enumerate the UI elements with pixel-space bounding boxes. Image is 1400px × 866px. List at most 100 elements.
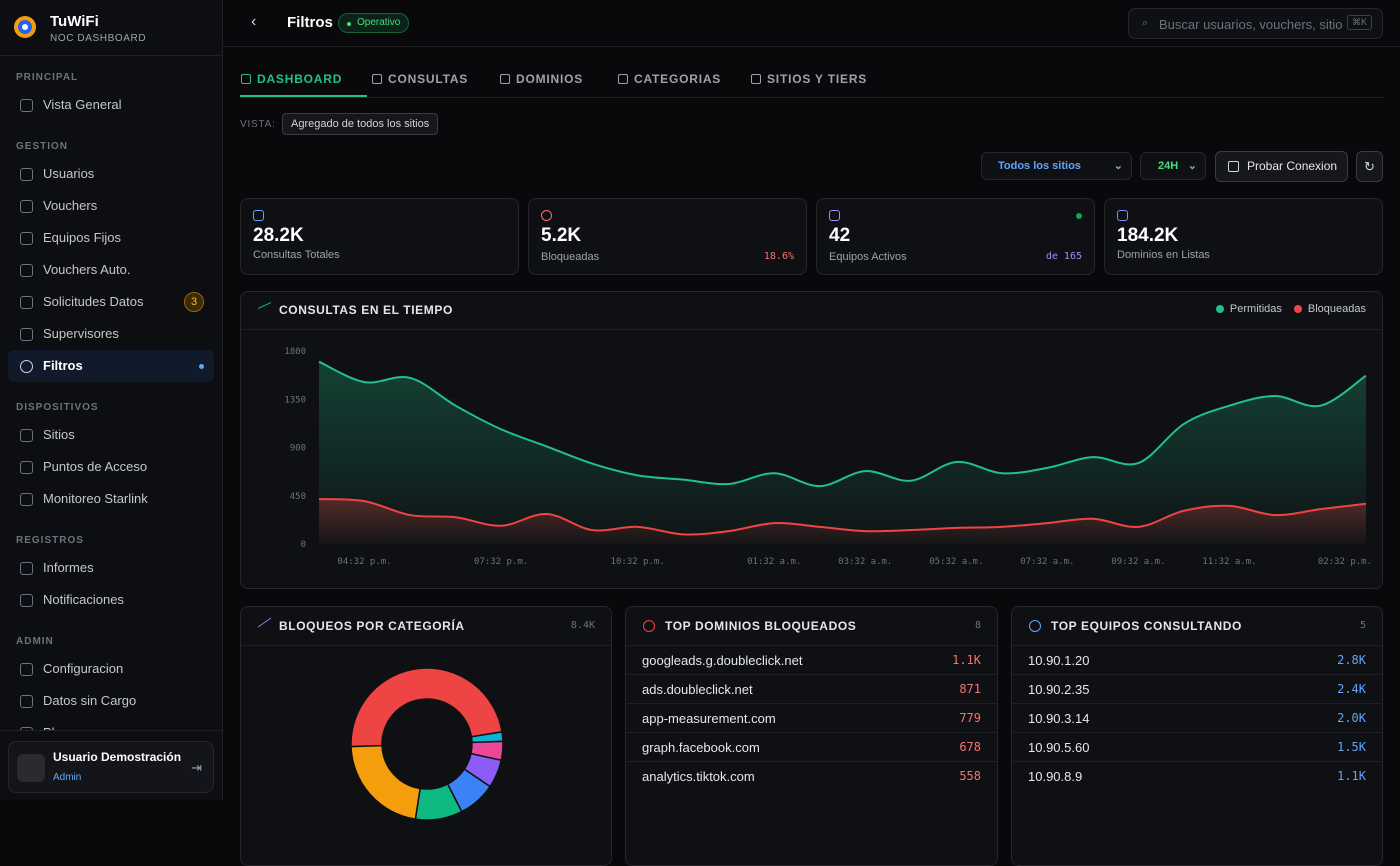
tab[interactable]: CATEGORIAS	[634, 72, 722, 86]
nav-item[interactable]: Vouchers	[8, 190, 214, 222]
nav-item[interactable]: Filtros	[8, 350, 214, 382]
test-button-text: Probar Conexion	[1247, 159, 1338, 173]
user-card[interactable]: Usuario Demostración Admin ⇥	[8, 741, 214, 793]
view-chip[interactable]: Agregado de todos los sitios	[282, 113, 439, 135]
stat-label: Equipos Activos	[829, 251, 907, 263]
avatar	[17, 754, 45, 782]
logout[interactable]: ⇥	[191, 760, 202, 775]
x-tick-label: 05:32 a.m.	[929, 557, 983, 567]
back-button[interactable]: ‹	[251, 13, 257, 30]
nav-item[interactable]: Sitios	[8, 419, 214, 451]
donut-segment	[350, 667, 503, 748]
tab[interactable]: DASHBOARD	[257, 72, 343, 86]
row-value: 2.0K	[1337, 711, 1366, 725]
row-label: 10.90.3.14	[1028, 711, 1090, 726]
list-row[interactable]: 10.90.8.9 1.1K	[1012, 761, 1382, 790]
active-dot	[199, 364, 204, 369]
y-tick-label: 1800	[284, 347, 306, 357]
stat-label: Consultas Totales	[253, 249, 340, 261]
nav-item[interactable]: Usuarios	[8, 158, 214, 190]
x-tick-label: 09:32 a.m.	[1111, 557, 1165, 567]
row-label: 10.90.8.9	[1028, 769, 1083, 784]
series-line	[318, 360, 1367, 488]
tab[interactable]: CONSULTAS	[388, 72, 469, 86]
legend: Permitidas Bloqueadas	[1215, 303, 1366, 315]
legend-swatch	[1215, 305, 1224, 313]
list-row[interactable]: analytics.tiktok.com 558	[626, 761, 997, 790]
nav-item-label: Informes	[43, 560, 94, 575]
row-label: graph.facebook.com	[642, 740, 760, 755]
nav-badge: 3	[184, 292, 204, 312]
stat-value: 42	[829, 225, 851, 246]
tab-icon	[372, 74, 382, 84]
stat-icon	[829, 210, 840, 221]
test-button[interactable]: Probar Conexion	[1215, 151, 1348, 182]
nav-section-title: ADMIN	[16, 636, 54, 647]
nav-item[interactable]: Vista General	[8, 89, 214, 121]
list-row[interactable]: 10.90.5.60 1.5K	[1012, 732, 1382, 761]
x-tick-label: 07:32 a.m.	[1020, 557, 1074, 567]
category-card: BLOQUEOS POR CATEGORÍA 8.4K	[240, 606, 612, 866]
list-row[interactable]: 10.90.2.35 2.4K	[1012, 674, 1382, 703]
card-icon	[643, 620, 655, 632]
stat-icon	[541, 210, 552, 221]
row-label: 10.90.1.20	[1028, 653, 1090, 668]
nav-item-label: Monitoreo Starlink	[43, 491, 148, 506]
area-fill	[319, 498, 1366, 544]
nav-item-label: Vouchers Auto.	[43, 262, 131, 277]
tab-icon	[500, 74, 510, 84]
list-row[interactable]: app-measurement.com 779	[626, 703, 997, 732]
stat-card: 42 Equipos Activos de 165	[816, 198, 1095, 275]
x-tick-label: 07:32 p.m.	[474, 557, 528, 567]
donut-chart	[350, 667, 504, 821]
nav-item[interactable]: Equipos Fijos	[8, 222, 214, 254]
nav-item-label: Usuarios	[43, 166, 95, 181]
row-value: 871	[959, 682, 981, 696]
stat-card: 28.2K Consultas Totales	[240, 198, 519, 275]
page-title: Filtros	[287, 14, 333, 31]
stat-card: 184.2K Dominios en Listas	[1104, 198, 1383, 275]
list-row[interactable]: 10.90.3.14 2.0K	[1012, 703, 1382, 732]
list-row[interactable]: graph.facebook.com 678	[626, 732, 997, 761]
site-select[interactable]: Todos los sitios ⌄	[981, 152, 1132, 180]
list-row[interactable]: 10.90.1.20 2.8K	[1012, 645, 1382, 674]
x-tick-label: 10:32 p.m.	[611, 557, 665, 567]
search-placeholder: Buscar usuarios, vouchers, sitio	[1159, 17, 1343, 32]
nav-item-label: Equipos Fijos	[43, 230, 122, 245]
y-tick-label: 1350	[284, 395, 306, 405]
legend-item: Bloqueadas	[1293, 303, 1366, 315]
nav-item[interactable]: Notificaciones	[8, 584, 214, 616]
legend-item: Permitidas	[1215, 303, 1282, 315]
stat-icon	[1117, 210, 1128, 221]
row-label: 10.90.2.35	[1028, 682, 1090, 697]
nav-item[interactable]: Informes	[8, 552, 214, 584]
stat-extra: de 165	[1045, 251, 1082, 262]
domains-card: TOP DOMINIOS BLOQUEADOS 8 googleads.g.doub…	[625, 606, 998, 866]
stat-extra: 18.6%	[763, 251, 794, 262]
nav-item[interactable]: Supervisores	[8, 318, 214, 350]
tab[interactable]: SITIOS Y TIERS	[767, 72, 868, 86]
row-label: googleads.g.doubleclick.net	[642, 653, 803, 668]
nav-item[interactable]: Configuracion	[8, 653, 214, 685]
nav-item[interactable]: Vouchers Auto.	[8, 254, 214, 286]
refresh-button[interactable]: ↻	[1356, 151, 1383, 182]
list-row[interactable]: ads.doubleclick.net 871	[626, 674, 997, 703]
row-label: app-measurement.com	[642, 711, 776, 726]
area-fill	[319, 361, 1366, 544]
row-value: 2.8K	[1337, 653, 1366, 667]
tab[interactable]: DOMINIOS	[516, 72, 584, 86]
brand: TuWiFi	[50, 13, 99, 30]
row-value: 558	[959, 769, 981, 783]
nav-item[interactable]: Solicitudes Datos 3	[8, 286, 214, 318]
search[interactable]: ⌕ Buscar usuarios, vouchers, sitio ⌘K	[1128, 8, 1383, 39]
nav-item[interactable]: Puntos de Acceso	[8, 451, 214, 483]
donut-segment	[350, 744, 421, 820]
nav-item[interactable]: Monitoreo Starlink	[8, 483, 214, 515]
tab-underline	[240, 95, 367, 97]
nav-item[interactable]: Datos sin Cargo	[8, 685, 214, 717]
list-row[interactable]: googleads.g.doubleclick.net 1.1K	[626, 645, 997, 674]
row-label: analytics.tiktok.com	[642, 769, 755, 784]
range-select[interactable]: 24H ⌄	[1140, 152, 1206, 180]
tabs: DASHBOARD CONSULTAS DOMINIOS CATEGORIAS SITI…	[240, 0, 1383, 98]
devices-card: TOP EQUIPOS CONSULTANDO 5 10.90.1.20 2.8K 10…	[1011, 606, 1383, 866]
